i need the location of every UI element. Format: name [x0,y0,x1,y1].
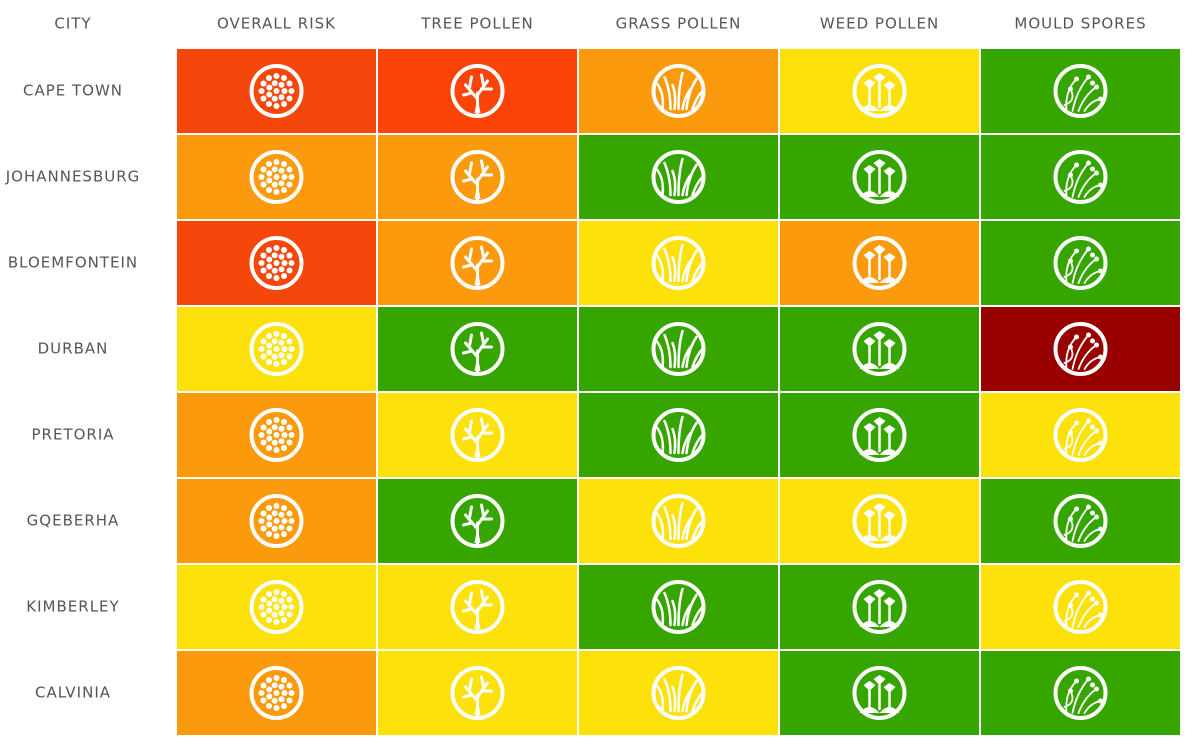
risk-cell [378,49,577,133]
column-header: GRASS POLLEN [616,15,742,33]
risk-icon [1053,236,1108,290]
risk-icon [651,322,706,376]
risk-icon [450,236,505,290]
risk-icon [450,322,505,376]
city-name: GQEBERHA [27,512,120,530]
risk-icon [651,236,706,290]
city-name: DURBAN [38,340,109,358]
risk-icon [249,408,304,462]
risk-cell [981,221,1180,305]
risk-icon [852,408,907,462]
risk-cell [981,307,1180,391]
risk-icon [249,236,304,290]
risk-icon [450,408,505,462]
risk-icon [1053,494,1108,548]
risk-cell [378,565,577,649]
column-header: WEED POLLEN [820,15,939,33]
risk-icon [852,150,907,204]
city-name: KIMBERLEY [26,598,119,616]
risk-icon [651,580,706,634]
risk-icon [450,494,505,548]
risk-icon [1053,322,1108,376]
risk-icon [852,666,907,720]
risk-cell [981,49,1180,133]
city-name: PRETORIA [31,426,114,444]
risk-icon [651,64,706,118]
risk-icon [450,666,505,720]
column-header: TREE POLLEN [420,15,534,33]
risk-icon [651,494,706,548]
risk-icon [852,64,907,118]
city-name: CAPE TOWN [23,82,123,100]
risk-cell [981,479,1180,563]
risk-cell [378,651,577,735]
risk-icon [651,150,706,204]
risk-cell [378,135,577,219]
risk-icon [249,494,304,548]
risk-cell [378,307,577,391]
risk-icon [249,580,304,634]
risk-cell [981,651,1180,735]
risk-icon [249,64,304,118]
risk-icon [249,322,304,376]
risk-icon [450,150,505,204]
risk-icon [249,150,304,204]
risk-icon [450,64,505,118]
risk-cell [981,393,1180,477]
column-header: MOULD SPORES [1014,15,1146,33]
risk-cell [378,221,577,305]
risk-icon [1053,666,1108,720]
risk-cell [981,565,1180,649]
risk-icon [651,666,706,720]
risk-icon [450,580,505,634]
risk-icon [1053,150,1108,204]
risk-icon [852,236,907,290]
risk-icon [249,666,304,720]
city-name: JOHANNESBURG [5,168,141,186]
risk-cell [378,479,577,563]
risk-icon [852,580,907,634]
risk-icon [852,322,907,376]
risk-icon [1053,64,1108,118]
risk-icon [1053,408,1108,462]
risk-icon [852,494,907,548]
risk-icon [651,408,706,462]
risk-cell [981,135,1180,219]
risk-cell [378,393,577,477]
column-header: OVERALL RISK [217,15,336,33]
risk-icon [1053,580,1108,634]
column-header: CITY [54,15,91,33]
city-name: CALVINIA [35,684,111,702]
city-name: BLOEMFONTEIN [8,254,138,272]
